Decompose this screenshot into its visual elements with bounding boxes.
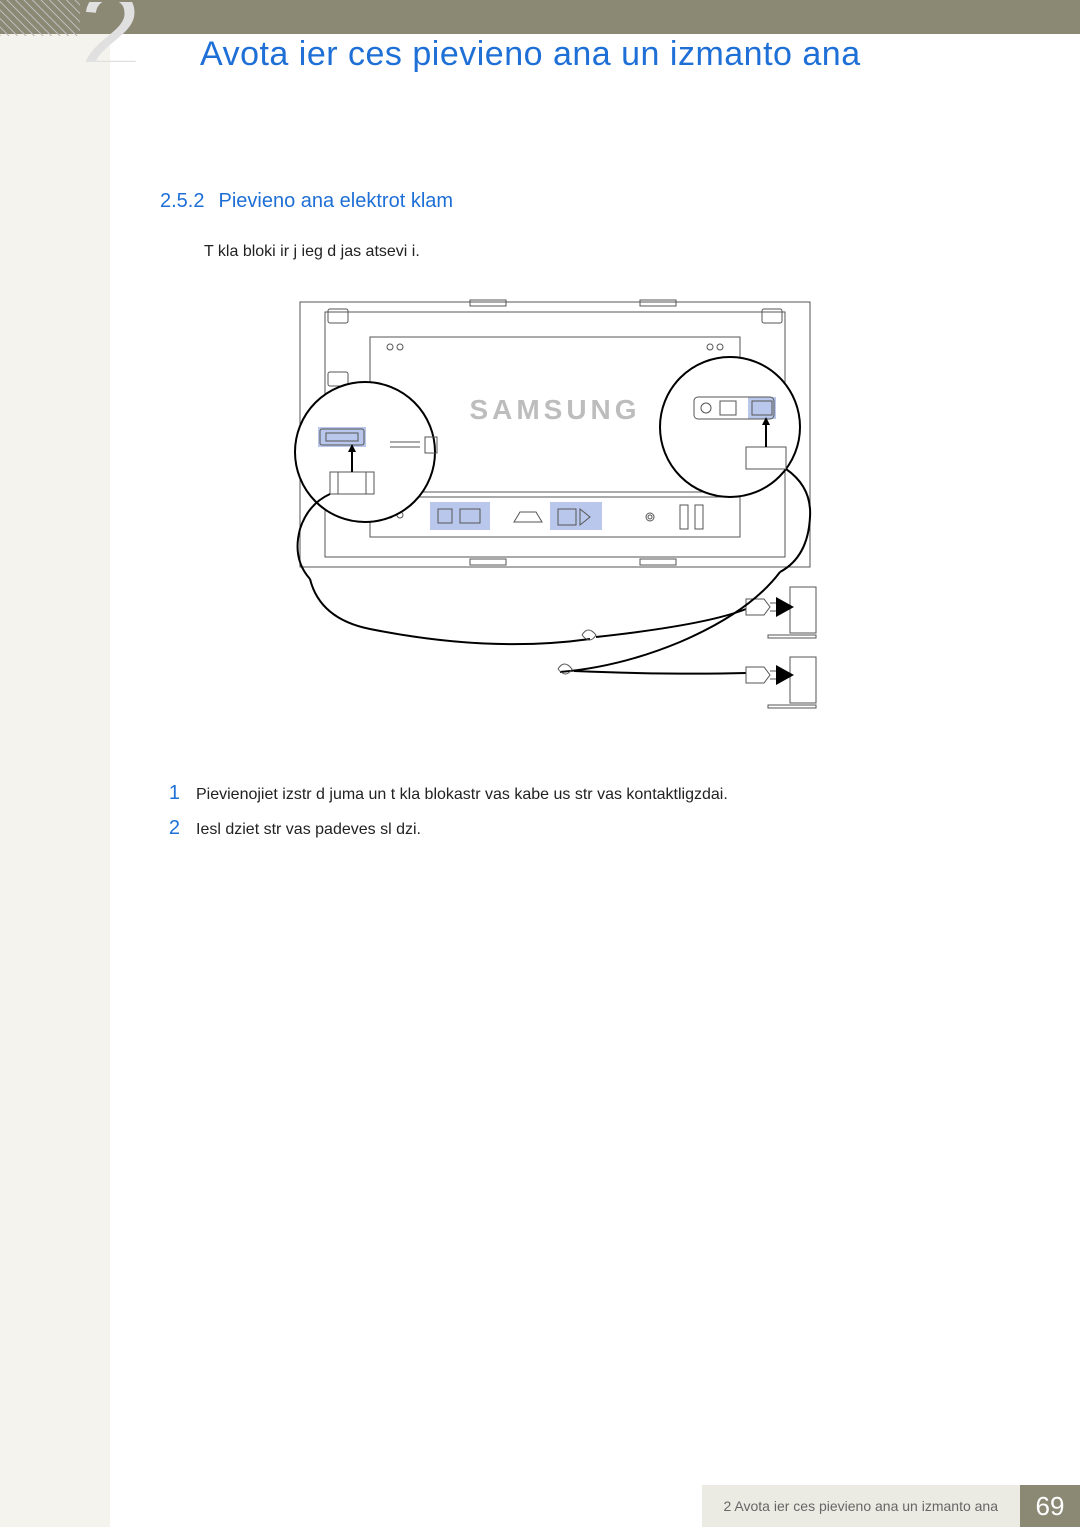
page-number: 69 (1020, 1485, 1080, 1527)
footer: 2 Avota ier ces pievieno ana un izmanto … (702, 1485, 1080, 1527)
power-connection-diagram: SAMSUNG (290, 297, 980, 742)
step-text: Iesl dziet str vas padeves sl dzi. (196, 821, 421, 839)
header-hatching (0, 0, 80, 36)
diagram-svg: SAMSUNG (290, 297, 820, 737)
left-stripe (0, 0, 110, 1527)
chapter-number: 2 (80, 2, 141, 62)
footer-label: 2 Avota ier ces pievieno ana un izmanto … (702, 1485, 1020, 1527)
step-text: Pievienojiet izstr d juma un t kla bloka… (196, 786, 728, 804)
content-area: 2.5.2 Pievieno ana elektrot klam T kla bl… (160, 190, 980, 852)
intro-text: T kla bloki ir j ieg d jas atsevi i. (204, 243, 980, 261)
step-number: 1 (160, 782, 180, 805)
section-title: Pievieno ana elektrot klam (218, 190, 453, 212)
section-number: 2.5.2 (160, 190, 204, 212)
section-heading: 2.5.2 Pievieno ana elektrot klam (160, 190, 980, 213)
list-item: 1 Pievienojiet izstr d juma un t kla blo… (160, 782, 980, 805)
page-title: Avota ier ces pievieno ana un izmanto an… (200, 35, 861, 74)
chapter-badge: 2 (80, 2, 170, 62)
step-number: 2 (160, 817, 180, 840)
steps-list: 1 Pievienojiet izstr d juma un t kla blo… (160, 782, 980, 840)
list-item: 2 Iesl dziet str vas padeves sl dzi. (160, 817, 980, 840)
brand-text: SAMSUNG (469, 394, 640, 425)
